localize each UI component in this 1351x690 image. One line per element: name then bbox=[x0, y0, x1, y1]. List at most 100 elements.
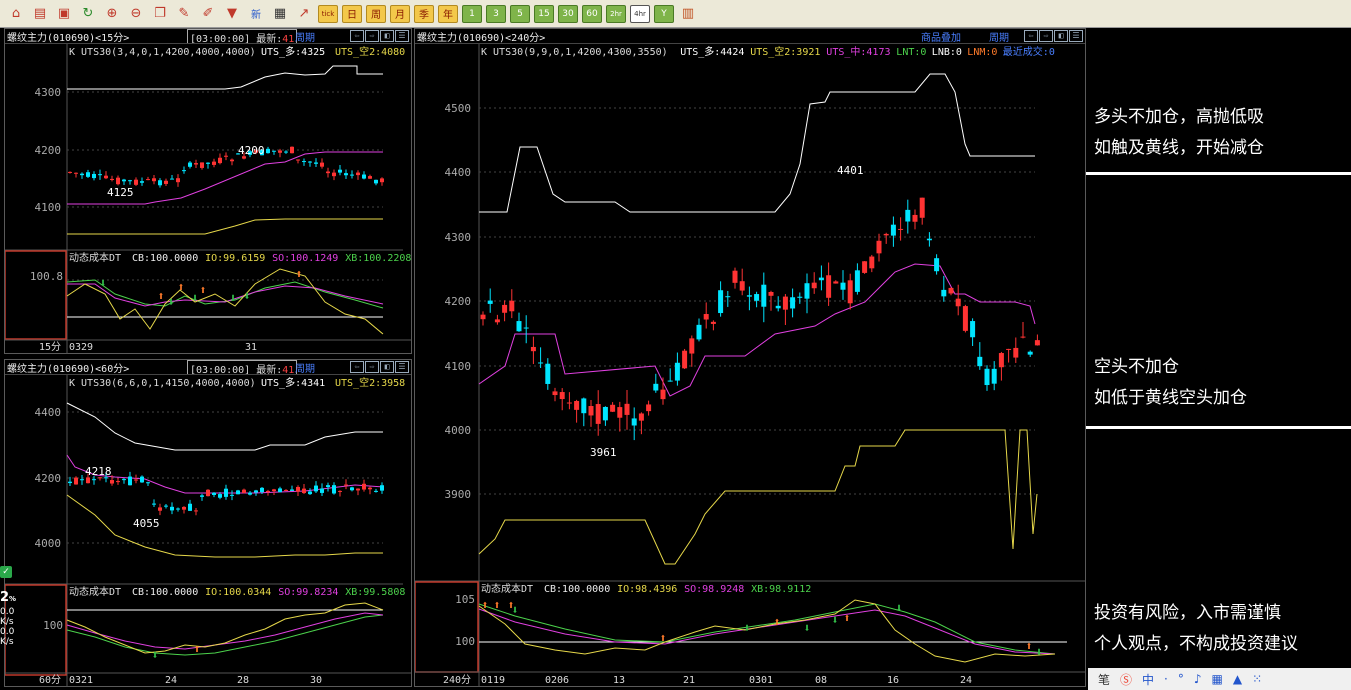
next-icon[interactable]: ⇨ bbox=[365, 361, 379, 373]
arrow-down-icon: ⬇ bbox=[151, 648, 158, 662]
period-15-button[interactable]: 15 bbox=[534, 4, 554, 23]
x-tick-label: 0206 bbox=[545, 675, 569, 686]
punct-icon[interactable]: · bbox=[1164, 672, 1168, 686]
candle bbox=[308, 161, 312, 163]
sogou-icon[interactable]: Ⓢ bbox=[1120, 672, 1133, 687]
candle bbox=[314, 162, 318, 164]
period-month-button[interactable]: 月 bbox=[390, 4, 410, 23]
period-3-button[interactable]: 3 bbox=[486, 4, 506, 23]
chart-60min[interactable]: K UTS30(6,6,0,1,4150,4000,4000) UTS_多:434… bbox=[5, 375, 411, 687]
split-icon[interactable]: ◧ bbox=[1054, 30, 1068, 42]
zoom-out-icon[interactable]: ⊖ bbox=[130, 6, 142, 21]
database-icon[interactable]: ▤ bbox=[33, 6, 47, 21]
y-tick-label: 4100 bbox=[445, 360, 472, 373]
calc-icon[interactable]: ▥ bbox=[681, 6, 695, 21]
window-icon[interactable]: ❐ bbox=[154, 6, 166, 21]
zoom-in-icon[interactable]: ⊕ bbox=[106, 6, 118, 21]
x-tick-label: 13 bbox=[613, 675, 625, 686]
candle bbox=[212, 492, 216, 495]
arrow-up-icon: ⬆ bbox=[659, 631, 666, 645]
ime-label[interactable]: 中 bbox=[1142, 672, 1155, 687]
panel-15min[interactable]: 螺纹主力(010690)<15分> [03:00:00] 最新:41 周期 ⇦ ⇨… bbox=[4, 28, 412, 354]
split-icon[interactable]: ◧ bbox=[380, 30, 394, 42]
menu-icon[interactable]: ☰ bbox=[395, 361, 409, 373]
arrow-up-icon: ⬆ bbox=[295, 267, 302, 281]
period-4hr-button[interactable]: 4hr bbox=[630, 4, 650, 23]
candle bbox=[610, 404, 616, 412]
period-link[interactable]: 周期 bbox=[989, 33, 1009, 44]
candle bbox=[230, 494, 234, 496]
table-icon[interactable]: ▦ bbox=[273, 6, 287, 21]
period-1-button[interactable]: 1 bbox=[462, 4, 482, 23]
net-down: 0.0 K/s bbox=[0, 627, 15, 647]
indicator-item: LNB:0 bbox=[932, 47, 962, 58]
menu-icon[interactable]: ☰ bbox=[1069, 30, 1083, 42]
indicator-kong: UTS_空2:4080 bbox=[335, 45, 405, 58]
candle bbox=[775, 305, 781, 309]
candle bbox=[368, 176, 372, 179]
chart-240min[interactable]: K UTS30(9,9,0,1,4200,4300,3550) UTS_多:442… bbox=[415, 44, 1085, 687]
arrow-up-icon: ⬆ bbox=[481, 598, 488, 612]
prev-icon[interactable]: ⇦ bbox=[1024, 30, 1038, 42]
chart-icon[interactable]: ↗ bbox=[298, 6, 310, 21]
candle bbox=[110, 480, 114, 484]
period-day-button[interactable]: 日 bbox=[342, 4, 362, 23]
f10-icon[interactable]: ▣ bbox=[57, 6, 71, 21]
new-button[interactable]: 新 bbox=[251, 10, 261, 21]
panel-60min[interactable]: 螺纹主力(010690)<60分> [03:00:00] 最新:41 周期 ⇦ ⇨… bbox=[4, 359, 412, 687]
period-y-button[interactable]: Y bbox=[654, 4, 674, 23]
x-tick-label: 0329 bbox=[69, 342, 93, 353]
candle bbox=[218, 494, 222, 498]
toolbar: ⌂ ▤ ▣ ↻ ⊕ ⊖ ❐ ✎ ✐ ▼ 新 ▦ ↗ tick 日 周 月 季 年… bbox=[0, 0, 1351, 28]
candle bbox=[1013, 347, 1019, 358]
period-5-button[interactable]: 5 bbox=[510, 4, 530, 23]
period-2hr-button[interactable]: 2hr bbox=[606, 4, 626, 23]
candle bbox=[170, 506, 174, 511]
next-icon[interactable]: ⇨ bbox=[1039, 30, 1053, 42]
period-link[interactable]: 周期 bbox=[295, 364, 315, 375]
candle bbox=[833, 281, 839, 284]
period-week-button[interactable]: 周 bbox=[366, 4, 386, 23]
panel-240min[interactable]: 螺纹主力(010690)<240分> 商品叠加 周期 ⇦ ⇨ ◧ ☰ K UTS30(… bbox=[414, 28, 1086, 687]
draw-icon[interactable]: ✐ bbox=[202, 6, 214, 21]
period-tick-button[interactable]: tick bbox=[318, 4, 338, 23]
candle bbox=[617, 407, 623, 418]
period-season-button[interactable]: 季 bbox=[414, 4, 434, 23]
uts-duo-line bbox=[67, 65, 383, 90]
menu-icon[interactable]: ☰ bbox=[395, 30, 409, 42]
candle bbox=[260, 150, 264, 156]
candle bbox=[862, 261, 868, 273]
so-line bbox=[478, 608, 1056, 655]
candle bbox=[574, 401, 580, 410]
next-icon[interactable]: ⇨ bbox=[365, 30, 379, 42]
dot-icon[interactable]: ° bbox=[1177, 672, 1184, 686]
refresh-icon[interactable]: ↻ bbox=[82, 6, 94, 21]
candle bbox=[710, 321, 716, 324]
period-year-button[interactable]: 年 bbox=[438, 4, 458, 23]
candle bbox=[790, 297, 796, 309]
chart-15min[interactable]: K UTS30(3,4,0,1,4200,4000,4000) UTS_多:432… bbox=[5, 44, 411, 354]
grid-icon[interactable]: ⁙ bbox=[1252, 672, 1263, 686]
period-link[interactable]: 周期 bbox=[295, 33, 315, 44]
candle bbox=[116, 481, 120, 483]
home-icon[interactable]: ⌂ bbox=[11, 6, 21, 21]
prev-icon[interactable]: ⇦ bbox=[350, 30, 364, 42]
split-icon[interactable]: ◧ bbox=[380, 361, 394, 373]
annotation-line: 如触及黄线，开始减仓 bbox=[1094, 138, 1264, 158]
keyboard-icon[interactable]: ▦ bbox=[1211, 672, 1223, 686]
overlay-link[interactable]: 商品叠加 bbox=[921, 33, 961, 44]
pen-icon[interactable]: ✎ bbox=[178, 6, 190, 21]
candle bbox=[804, 283, 810, 299]
period-30-button[interactable]: 30 bbox=[558, 4, 578, 23]
filter-icon[interactable]: ▼ bbox=[227, 6, 237, 21]
shirt-icon[interactable]: ▲ bbox=[1232, 672, 1243, 686]
candle bbox=[934, 258, 940, 272]
prev-icon[interactable]: ⇦ bbox=[350, 361, 364, 373]
candle bbox=[905, 209, 911, 222]
period-60-button[interactable]: 60 bbox=[582, 4, 602, 23]
candle bbox=[588, 406, 594, 416]
candle bbox=[653, 383, 659, 391]
arrow-down-icon: ⬇ bbox=[511, 603, 518, 617]
sub-indicator-title: 动态成本DT bbox=[69, 585, 121, 598]
mic-icon[interactable]: ♪ bbox=[1193, 672, 1202, 686]
